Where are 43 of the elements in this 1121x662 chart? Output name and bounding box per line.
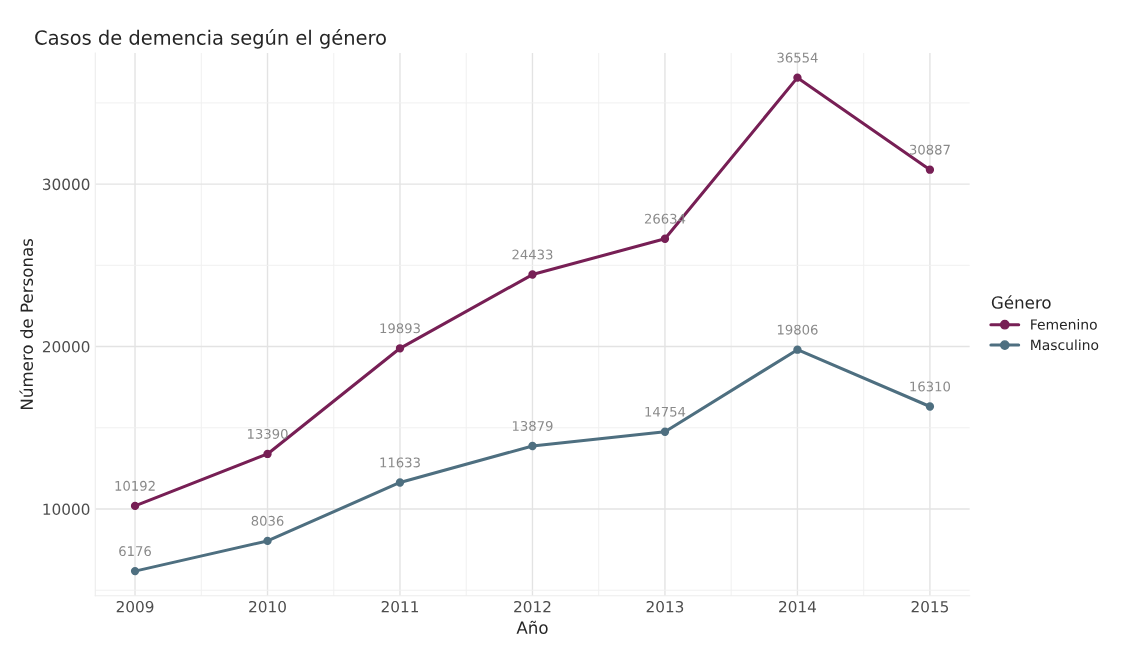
data-label: 16310 <box>910 381 951 392</box>
x-tick-label: 2010 <box>249 600 286 613</box>
data-label: 36554 <box>777 52 818 63</box>
legend-label: Femenino <box>1031 319 1097 330</box>
point <box>528 441 537 451</box>
point <box>793 73 802 82</box>
data-label: 13879 <box>512 420 553 431</box>
data-label: 10192 <box>115 480 155 491</box>
point <box>660 427 670 436</box>
y-axis-title: Número de Personas <box>19 238 34 409</box>
data-label: 6176 <box>119 546 151 557</box>
point <box>925 402 935 411</box>
x-tick-label: 2015 <box>911 600 949 613</box>
point <box>793 345 802 354</box>
chart-title: Casos de demencia según el género <box>35 29 386 49</box>
data-label: 24433 <box>512 249 553 260</box>
x-tick-label: 2012 <box>514 600 551 613</box>
x-axis-title: Año <box>516 620 548 634</box>
data-label: 13390 <box>247 428 288 439</box>
y-tick-label: 20000 <box>42 341 90 353</box>
point <box>395 478 405 487</box>
y-tick-label: 30000 <box>42 178 90 191</box>
data-label: 14754 <box>645 406 686 417</box>
data-label: 30887 <box>909 144 950 155</box>
data-label: 19893 <box>380 323 420 334</box>
point <box>263 449 272 459</box>
point <box>130 566 140 576</box>
x-tick-label: 2009 <box>116 600 154 613</box>
data-label: 19806 <box>777 324 818 335</box>
data-label: 8036 <box>251 515 284 526</box>
x-tick-label: 2014 <box>779 600 817 613</box>
legend-label: Masculino <box>1031 339 1099 351</box>
data-label: 11633 <box>380 457 420 468</box>
point <box>528 270 537 279</box>
x-tick-label: 2011 <box>381 600 419 613</box>
point <box>660 234 670 243</box>
x-tick-label: 2013 <box>646 600 684 613</box>
legend-title: Género <box>991 295 1051 309</box>
point <box>263 536 272 546</box>
point <box>925 165 935 174</box>
point <box>130 501 140 511</box>
point <box>395 344 405 353</box>
y-tick-label: 10000 <box>43 503 90 516</box>
